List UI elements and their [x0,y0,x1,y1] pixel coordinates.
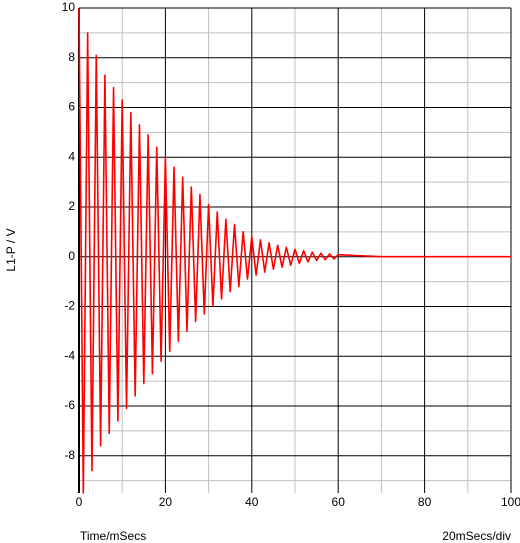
scale-annotation: 20mSecs/div [442,529,511,543]
y-tick-label: 2 [68,199,75,213]
x-tick-label: 100 [501,495,520,509]
x-tick-label: 0 [76,495,83,509]
x-tick-label: 20 [159,495,173,509]
y-tick-label: -6 [64,398,75,412]
x-tick-label: 40 [245,495,259,509]
x-tick-label: 80 [418,495,432,509]
y-tick-label: -8 [64,448,75,462]
x-tick-label: 60 [332,495,346,509]
y-tick-label: -2 [64,299,75,313]
y-tick-label: 10 [62,0,76,14]
y-tick-label: 0 [68,249,75,263]
x-axis-label: Time/mSecs [80,529,146,543]
y-tick-label: 4 [68,149,75,163]
y-tick-label: -4 [64,348,75,362]
y-tick-label: 6 [68,100,75,114]
y-axis-label: L1-P / V [4,228,18,271]
y-tick-label: 8 [68,50,75,64]
